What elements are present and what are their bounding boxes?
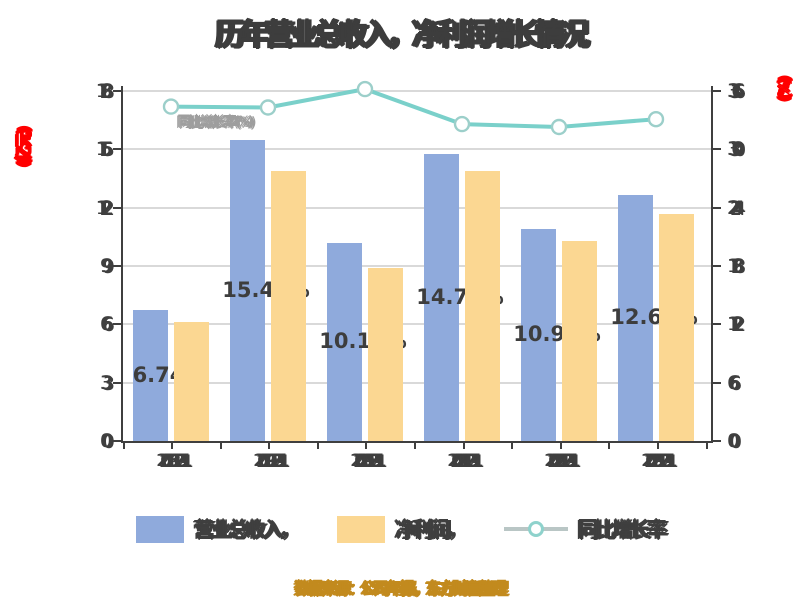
profit-bar	[562, 240, 597, 441]
left-tick-mark	[113, 440, 121, 442]
left-tick-label: 0	[100, 430, 113, 452]
right-tick-mark	[713, 381, 721, 384]
line-point-marker	[647, 110, 665, 128]
revenue-bar	[424, 154, 459, 441]
revenue-bar	[327, 242, 362, 441]
right-tick-mark	[713, 323, 721, 326]
x-tick-mark	[219, 443, 222, 449]
right-tick-label: 18	[728, 255, 744, 277]
x-tick-label: 2020-12-31	[351, 451, 386, 471]
x-tick-mark	[365, 443, 368, 449]
left-tick-label: 15	[96, 138, 113, 161]
chart-title-separator: ，	[387, 18, 418, 53]
profit-bar	[174, 322, 209, 441]
x-tick-label: 2021-12-31	[448, 451, 483, 471]
right-tick-label: 6	[728, 371, 740, 394]
x-tick-mark	[608, 443, 611, 449]
left-tick-label: 12	[96, 196, 113, 219]
right-tick-label: 30	[728, 138, 744, 161]
right-tick-mark	[713, 206, 721, 209]
x-tick-mark	[656, 443, 659, 449]
right-tick-mark	[713, 440, 721, 442]
legend-item-revenue: 营业总收入，	[135, 514, 301, 544]
x-tick-mark	[414, 443, 416, 449]
revenue-bar	[230, 140, 265, 441]
gridline	[123, 265, 712, 267]
bottom-axis-spine	[121, 441, 713, 443]
left-tick-label: 6	[100, 313, 113, 336]
chart-title: 历年营业总收入，净利润增长情况	[0, 10, 800, 54]
chart-title-part1: 历年营业总收入	[215, 18, 393, 53]
x-tick-label: 2022-12-31	[545, 451, 580, 471]
revenue-swatch-icon	[135, 515, 184, 543]
x-tick-mark	[705, 443, 708, 449]
line-point-marker	[453, 115, 471, 133]
left-axis-spine	[121, 86, 123, 443]
line-point-marker	[259, 99, 277, 116]
left-tick-mark	[113, 148, 121, 151]
left-axis-title: (亿元)	[14, 129, 35, 167]
right-axis-spine	[711, 86, 713, 443]
gridline	[123, 90, 712, 92]
legend: 营业总收入， 净利润， 同比增长率	[0, 514, 800, 544]
right-tick-label: 0	[728, 430, 740, 452]
right-tick-mark	[713, 148, 721, 151]
source-caption: 数据来源：公司年报，东方财富整理	[295, 579, 508, 598]
revenue-bar	[133, 309, 168, 441]
right-tick-label: 12	[728, 313, 744, 336]
left-tick-label: 18	[96, 80, 113, 102]
revenue-bar	[618, 195, 653, 441]
legend-item-growth: 同比增长率	[504, 514, 668, 544]
gridline	[123, 148, 712, 151]
legend-item-profit: 净利润，	[337, 514, 468, 544]
x-tick-mark	[316, 443, 319, 449]
right-tick-mark	[713, 265, 721, 267]
gridline	[123, 381, 712, 384]
x-tick-mark	[268, 443, 271, 449]
left-tick-mark	[113, 206, 121, 209]
gridline	[123, 206, 712, 209]
x-tick-mark	[171, 443, 174, 449]
legend-label-growth: 同比增长率	[578, 518, 668, 542]
x-tick-mark	[462, 443, 465, 449]
right-tick-mark	[713, 90, 721, 92]
circle-marker-icon	[528, 521, 545, 537]
left-tick-mark	[113, 265, 121, 267]
legend-label-revenue: 营业总收入，	[193, 518, 301, 542]
profit-bar	[465, 170, 500, 441]
x-tick-mark	[122, 443, 125, 449]
right-tick-label: 36	[728, 80, 744, 102]
x-tick-mark	[559, 443, 562, 449]
profit-bar	[271, 170, 306, 441]
faint-annotation: 同比增长率(%)	[178, 115, 255, 131]
gridline	[123, 323, 712, 326]
left-tick-mark	[113, 323, 121, 326]
line-marker-icon	[504, 521, 569, 537]
x-tick-label: 2023-12-31	[642, 451, 677, 471]
line-point-marker	[550, 118, 568, 136]
x-tick-mark	[511, 443, 514, 449]
left-tick-mark	[113, 381, 121, 384]
profit-bar	[659, 213, 694, 441]
left-tick-label: 3	[100, 371, 113, 394]
chart-title-part2: 净利润增长情况	[412, 18, 590, 53]
profit-bar	[368, 267, 403, 441]
legend-label-profit: 净利润，	[395, 518, 468, 542]
revenue-bar	[521, 229, 556, 441]
line-point-marker	[162, 98, 180, 115]
x-tick-label: 2018-12-31	[157, 451, 192, 471]
profit-swatch-icon	[337, 515, 386, 543]
left-tick-mark	[113, 90, 121, 92]
left-tick-label: 9	[100, 255, 113, 277]
x-tick-label: 2019-12-31	[254, 451, 289, 471]
right-tick-label: 24	[728, 196, 744, 219]
